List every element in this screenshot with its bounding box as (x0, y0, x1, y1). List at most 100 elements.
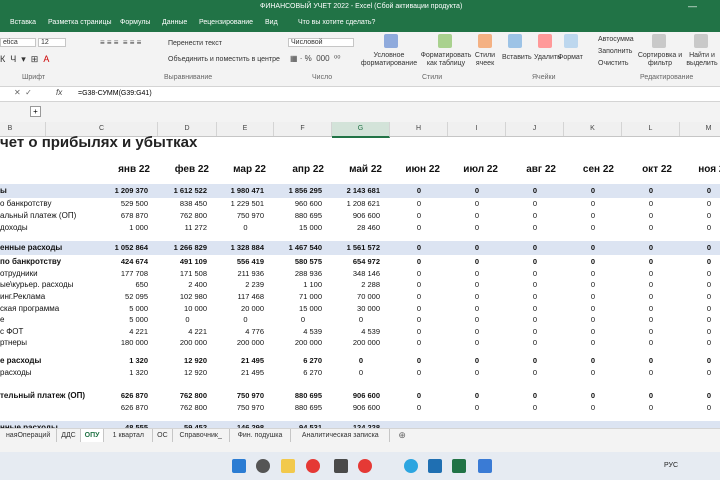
cell[interactable]: 102 980 (179, 292, 207, 301)
column-header[interactable]: G (332, 122, 390, 138)
sheet-tab[interactable]: 1 квартал (104, 429, 154, 442)
row-label[interactable]: с ФОТ (0, 327, 24, 336)
cell[interactable]: 0 (706, 338, 712, 347)
cell[interactable]: 0 (590, 292, 596, 301)
cell[interactable]: 70 000 (357, 292, 380, 301)
cell[interactable]: 0 (474, 211, 480, 220)
row-label[interactable]: альный платеж (ОП) (0, 211, 77, 220)
cell[interactable]: 0 (648, 186, 654, 195)
cell[interactable]: 0 (532, 199, 538, 208)
cell[interactable]: 200 000 (179, 338, 207, 347)
cell[interactable]: 0 (358, 356, 364, 365)
cell[interactable]: 0 (416, 304, 422, 313)
cell[interactable]: 71 000 (299, 292, 322, 301)
app-icon[interactable] (452, 459, 466, 473)
cell[interactable]: 0 (532, 368, 538, 377)
cell-styles[interactable]: Стили ячеек (474, 52, 496, 67)
cell[interactable]: 1 229 501 (230, 199, 264, 208)
cell[interactable]: 1 266 829 (173, 243, 207, 252)
cell[interactable]: 0 (706, 327, 712, 336)
column-header[interactable]: I (448, 122, 506, 136)
insert-cells[interactable]: Вставить (502, 54, 532, 61)
cell[interactable]: 0 (474, 269, 480, 278)
column-header[interactable]: J (506, 122, 564, 136)
cell[interactable]: 0 (416, 338, 422, 347)
cell[interactable]: 529 500 (120, 199, 148, 208)
cell[interactable]: 28 460 (357, 223, 380, 232)
cell[interactable]: 906 600 (352, 403, 380, 412)
cell[interactable]: 0 (416, 391, 422, 400)
column-header[interactable]: E (217, 122, 274, 136)
row-label[interactable]: нные расходы (0, 423, 58, 428)
cell[interactable]: 200 000 (294, 338, 322, 347)
ribbon-tab[interactable]: Вид (265, 19, 278, 26)
cell[interactable]: 0 (416, 315, 422, 324)
cell[interactable]: 838 450 (179, 199, 207, 208)
cell[interactable]: 0 (590, 257, 596, 266)
cell[interactable]: 0 (648, 338, 654, 347)
keyboard-language[interactable]: РУС (664, 462, 679, 469)
fill[interactable]: Заполнить (598, 48, 633, 55)
cell[interactable]: 0 (648, 356, 654, 365)
cell[interactable]: 348 146 (352, 269, 380, 278)
cell[interactable]: 200 000 (236, 338, 264, 347)
ribbon-tab[interactable]: Разметка страницы (48, 19, 112, 26)
cell[interactable]: 880 695 (294, 391, 322, 400)
cell[interactable]: 0 (416, 356, 422, 365)
cell[interactable]: 1 320 (129, 356, 148, 365)
cell[interactable]: 0 (474, 243, 480, 252)
cell[interactable]: 0 (648, 292, 654, 301)
delete-cells[interactable]: Удалить (534, 54, 561, 61)
cell[interactable]: 0 (358, 368, 364, 377)
cell[interactable]: 0 (243, 315, 248, 324)
cell[interactable]: 0 (590, 338, 596, 347)
format-cells[interactable]: Формат (558, 54, 583, 61)
app-icon[interactable] (281, 459, 295, 473)
cell[interactable]: 0 (706, 223, 712, 232)
cell[interactable]: 21 495 (241, 356, 264, 365)
cell[interactable]: 1 208 621 (346, 199, 380, 208)
cell[interactable]: 0 (590, 211, 596, 220)
app-icon[interactable] (428, 459, 442, 473)
cell[interactable]: 0 (648, 257, 654, 266)
cell[interactable]: 1 561 572 (346, 243, 380, 252)
outline-button[interactable]: + (30, 106, 41, 117)
fx-label[interactable]: fx (56, 88, 63, 97)
cell[interactable]: 171 508 (179, 269, 207, 278)
ribbon-tab[interactable]: Формулы (120, 19, 151, 26)
cell[interactable]: 0 (416, 269, 422, 278)
cell[interactable]: 124 228 (352, 423, 380, 428)
row-label[interactable]: ртнеры (0, 338, 28, 347)
cell[interactable]: 0 (532, 269, 538, 278)
cell[interactable]: 0 (648, 199, 654, 208)
cell[interactable]: 20 000 (241, 304, 264, 313)
cell[interactable]: 0 (590, 403, 596, 412)
row-label[interactable]: расходы (0, 368, 32, 377)
cell[interactable]: 0 (706, 315, 712, 324)
cell[interactable]: 288 936 (294, 269, 322, 278)
cell[interactable]: 1 467 540 (288, 243, 322, 252)
search-button[interactable] (256, 459, 270, 473)
cell[interactable]: 2 400 (188, 280, 207, 289)
row-label[interactable]: тельный платеж (ОП) (0, 391, 85, 400)
cell[interactable]: 0 (590, 368, 596, 377)
cell[interactable]: 0 (648, 269, 654, 278)
add-sheet[interactable]: ⊕ (398, 430, 406, 440)
cell[interactable]: 0 (532, 280, 538, 289)
row-label[interactable]: е расходы (0, 356, 42, 365)
cell[interactable]: 0 (706, 280, 712, 289)
cell[interactable]: 5 000 (129, 315, 148, 324)
cell[interactable]: 0 (706, 292, 712, 301)
cell[interactable]: 0 (474, 223, 480, 232)
align-buttons[interactable]: ≡ ≡ ≡ ≡ ≡ ≡ (100, 38, 142, 47)
cell[interactable]: 1 980 471 (230, 186, 264, 195)
cell[interactable]: 0 (648, 304, 654, 313)
cell[interactable]: 0 (590, 304, 596, 313)
minimize[interactable]: — (688, 1, 697, 11)
row-label[interactable]: отрудники (0, 269, 38, 278)
cell[interactable]: 6 270 (303, 368, 322, 377)
cell[interactable]: 1 052 864 (114, 243, 148, 252)
number-buttons[interactable]: ▦ · % 000 ⁰⁰ (290, 54, 341, 63)
row-label[interactable]: инг.Реклама (0, 292, 46, 301)
cell[interactable]: 654 972 (352, 257, 380, 266)
